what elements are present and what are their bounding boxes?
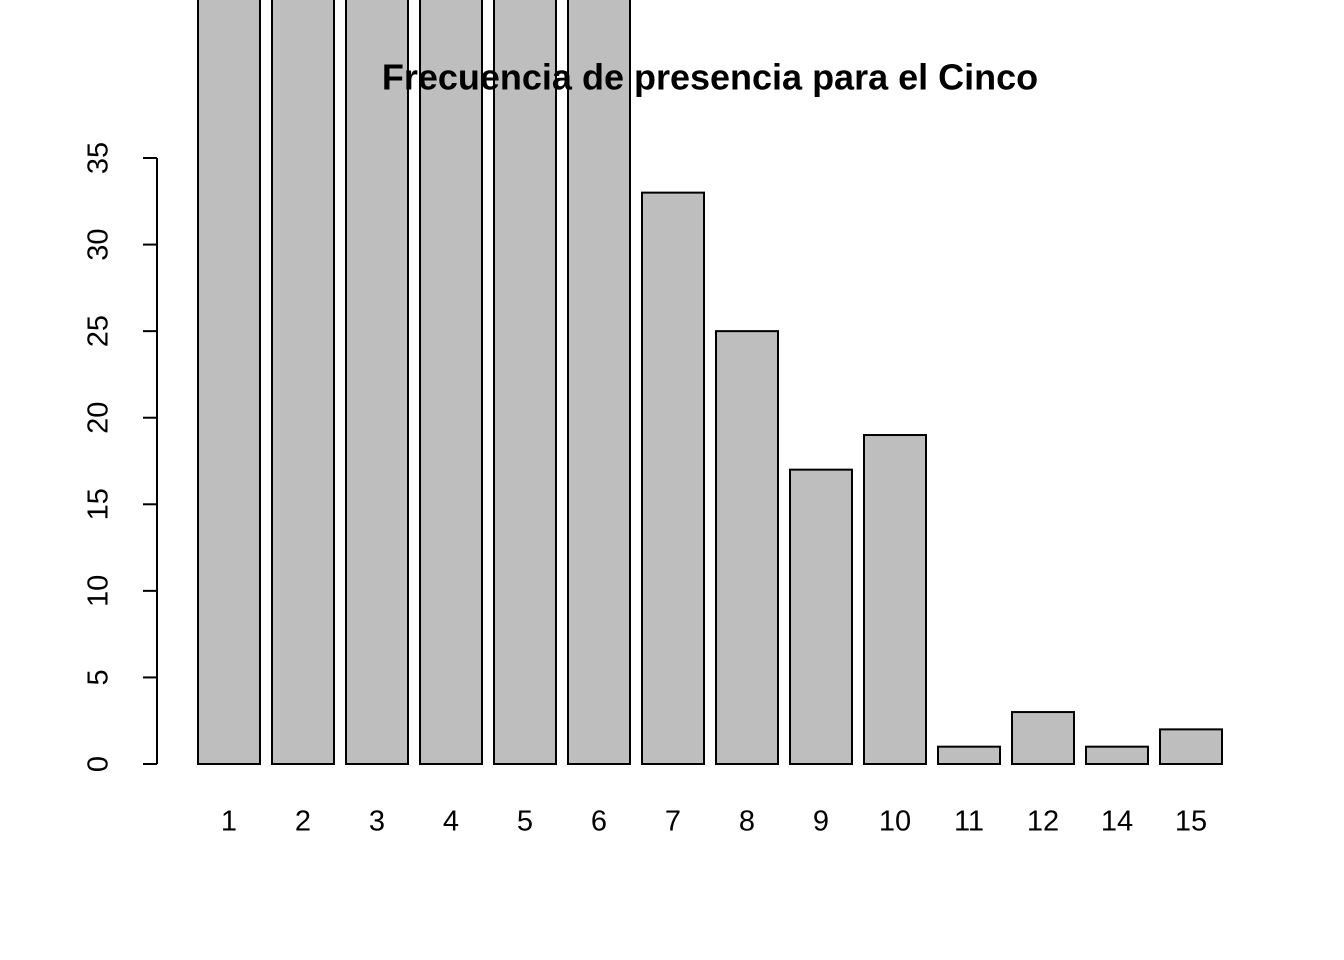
y-tick-label: 5 bbox=[83, 669, 115, 685]
x-tick-label: 7 bbox=[665, 806, 681, 838]
bar bbox=[197, 0, 261, 766]
x-tick-label: 9 bbox=[813, 806, 829, 838]
y-tick-label: 25 bbox=[83, 315, 115, 347]
bar bbox=[345, 0, 409, 766]
chart-title: Frecuencia de presencia para el Cinco bbox=[382, 57, 1038, 98]
x-tick-label: 10 bbox=[879, 806, 911, 838]
bar bbox=[715, 330, 779, 765]
x-tick-label: 1 bbox=[221, 806, 237, 838]
x-tick-label: 4 bbox=[443, 806, 459, 838]
bar bbox=[937, 745, 1001, 766]
bar bbox=[419, 0, 483, 765]
x-tick-label: 8 bbox=[739, 806, 755, 838]
y-tick-label: 0 bbox=[83, 756, 115, 772]
bar bbox=[493, 0, 557, 766]
y-tick-label: 30 bbox=[83, 228, 115, 260]
bar bbox=[271, 0, 335, 765]
bar bbox=[789, 468, 853, 765]
bar bbox=[567, 0, 631, 765]
x-tick-label: 5 bbox=[517, 806, 533, 838]
y-tick-label: 20 bbox=[83, 402, 115, 434]
x-tick-label: 12 bbox=[1027, 806, 1059, 838]
y-tick-label: 15 bbox=[83, 488, 115, 520]
bar bbox=[1085, 745, 1149, 766]
x-tick-label: 2 bbox=[295, 806, 311, 838]
x-tick-label: 14 bbox=[1101, 806, 1133, 838]
bar bbox=[641, 191, 705, 765]
y-tick-label: 35 bbox=[83, 142, 115, 174]
x-tick-label: 3 bbox=[369, 806, 385, 838]
x-tick-label: 15 bbox=[1175, 806, 1207, 838]
y-tick-label: 10 bbox=[83, 575, 115, 607]
bar bbox=[1159, 728, 1223, 765]
bars bbox=[197, 0, 1223, 766]
x-tick-label: 6 bbox=[591, 806, 607, 838]
bar bbox=[863, 434, 927, 765]
x-tick-label: 11 bbox=[954, 806, 984, 838]
bar bbox=[1011, 711, 1075, 765]
